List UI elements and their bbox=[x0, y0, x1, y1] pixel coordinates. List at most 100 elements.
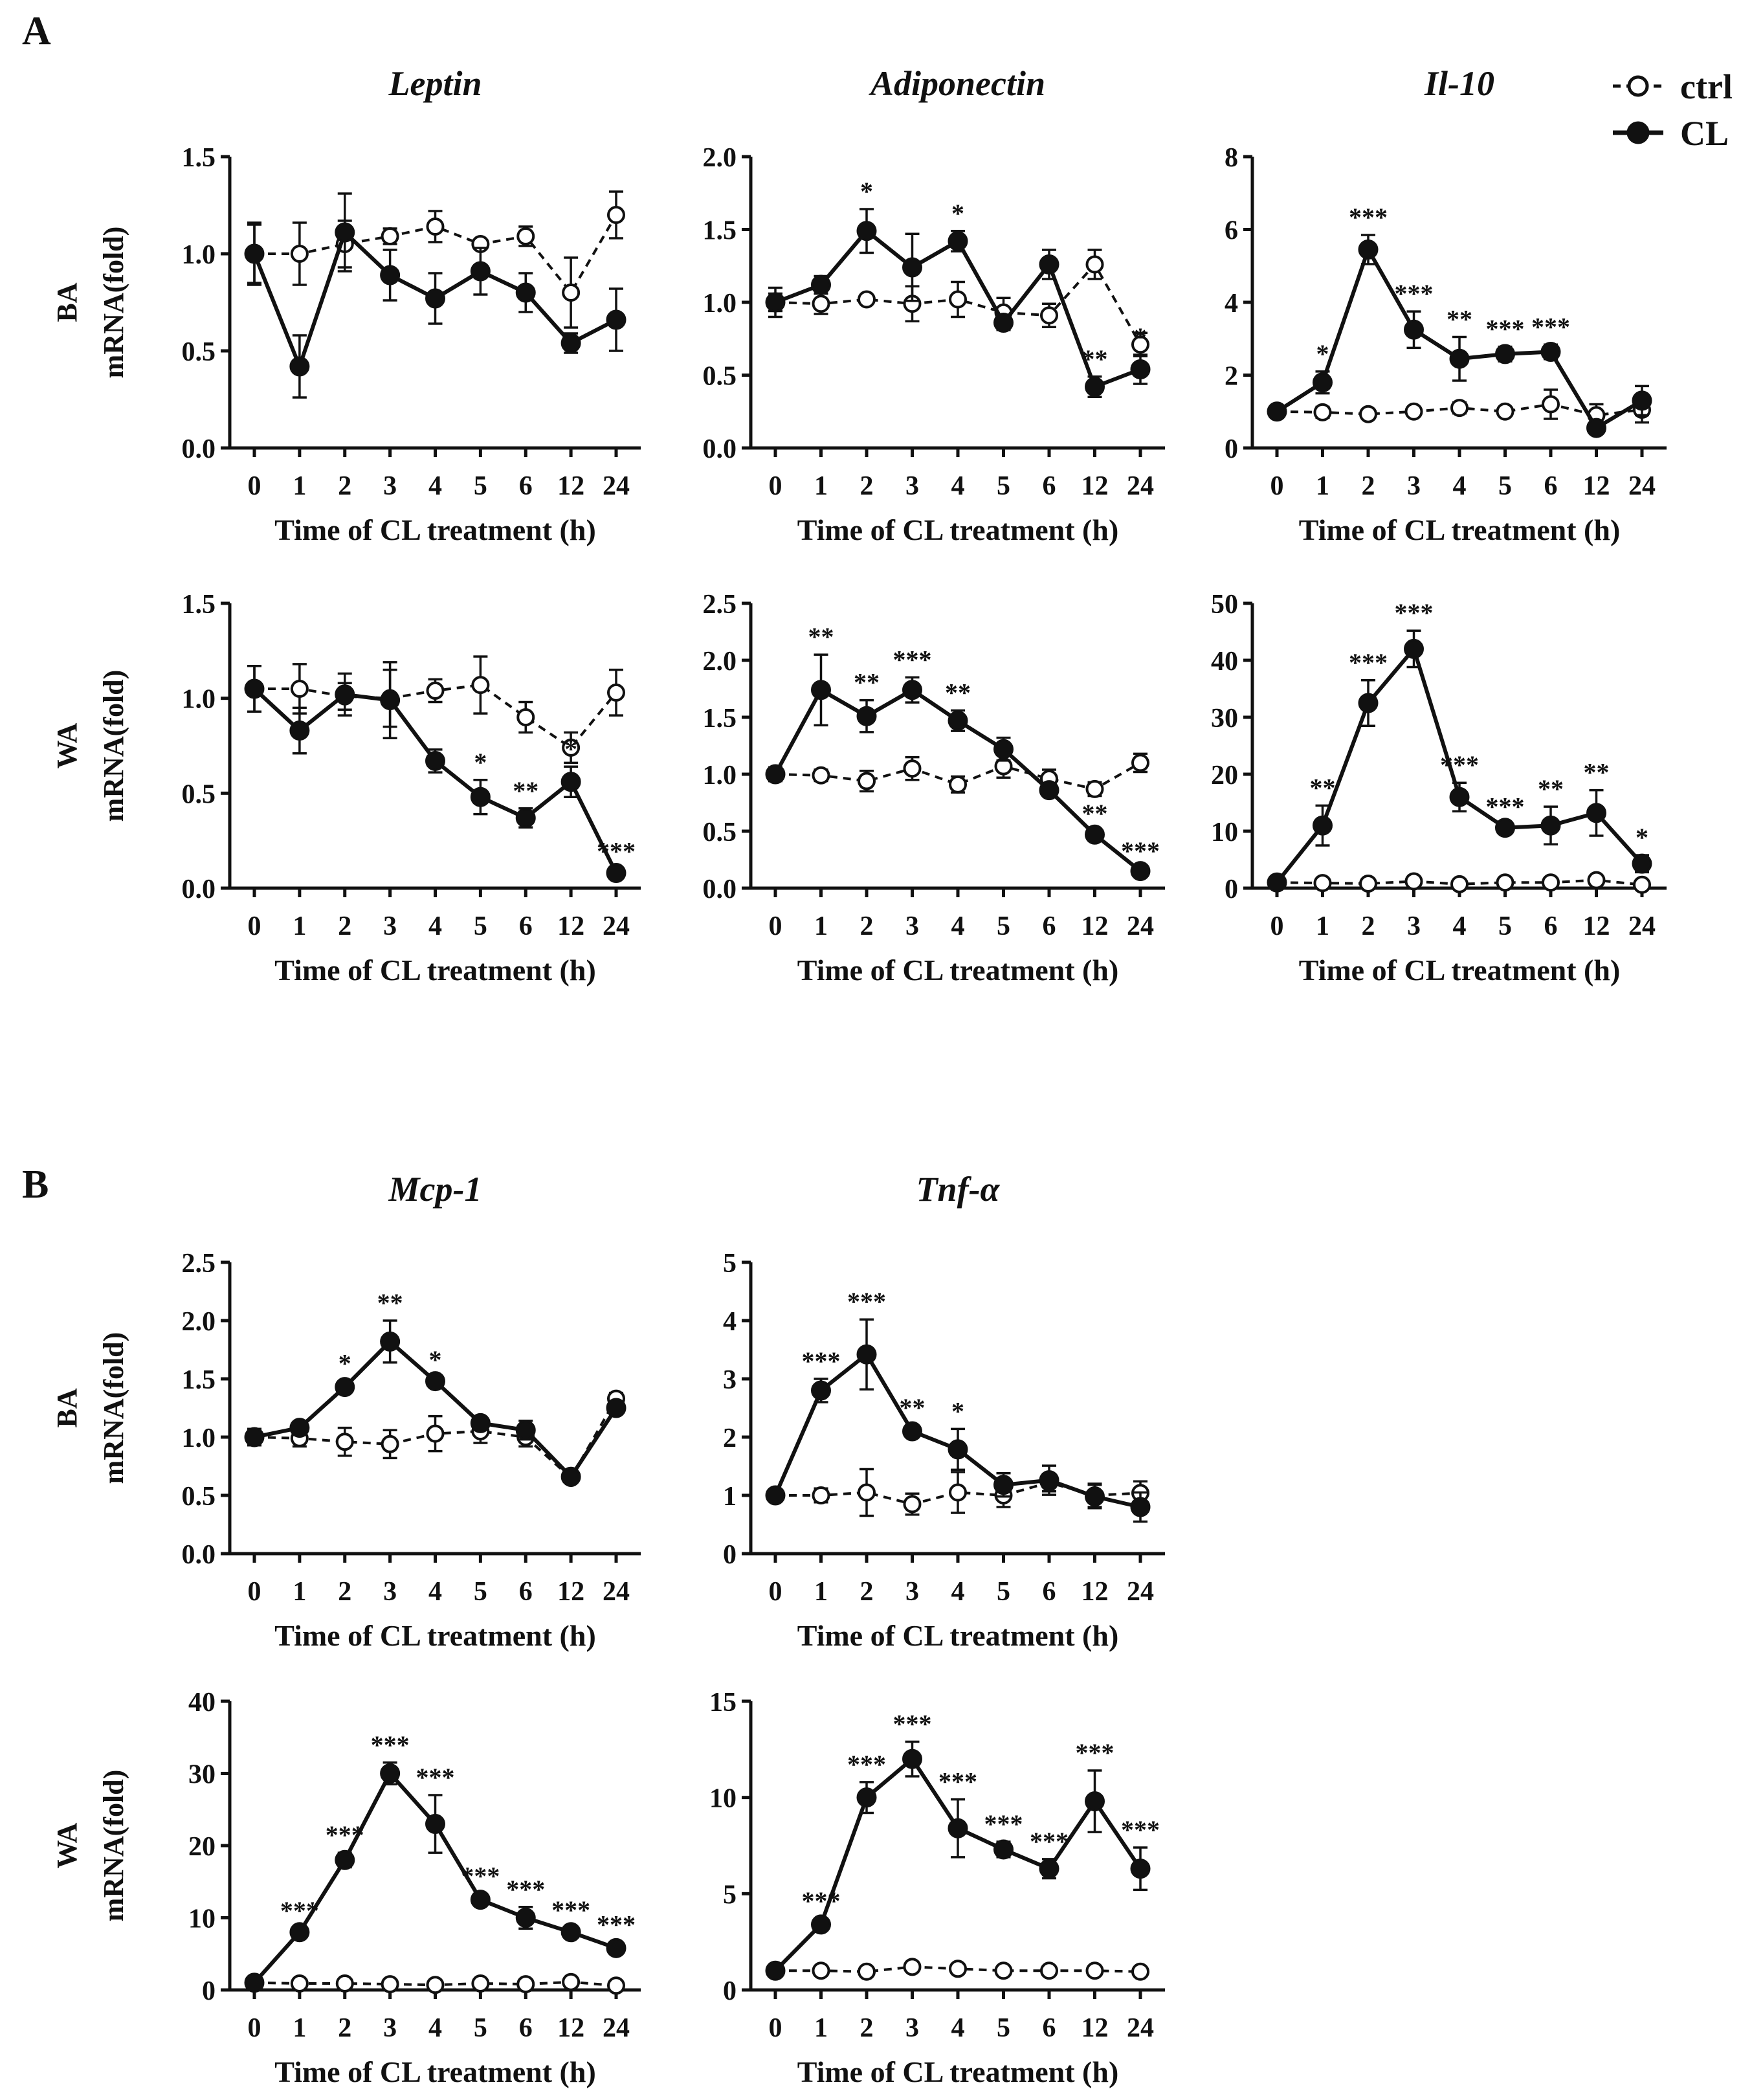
x-tick-label: 5 bbox=[474, 1577, 487, 1607]
x-axis-label: Time of CL treatment (h) bbox=[274, 1619, 596, 1652]
data-point bbox=[381, 1435, 399, 1453]
data-point bbox=[1040, 306, 1058, 325]
significance-marker: *** bbox=[1121, 836, 1160, 866]
data-point bbox=[380, 1763, 401, 1783]
data-point bbox=[244, 243, 265, 264]
x-tick-label: 12 bbox=[557, 471, 584, 501]
significance-marker: ** bbox=[513, 776, 538, 805]
data-point bbox=[515, 807, 536, 828]
significance-marker: *** bbox=[893, 645, 932, 674]
data-point bbox=[1450, 399, 1469, 418]
x-tick-label: 3 bbox=[1407, 911, 1421, 941]
data-point bbox=[1131, 1962, 1149, 1981]
significance-marker: * bbox=[1316, 339, 1329, 368]
legend-cl-marker bbox=[1626, 121, 1650, 144]
data-point bbox=[812, 1961, 830, 1980]
data-point bbox=[948, 1818, 968, 1838]
y-axis-label: mRNA(fold) bbox=[98, 1332, 129, 1484]
y-tick-label: 3 bbox=[723, 1365, 737, 1395]
data-point bbox=[1131, 754, 1149, 772]
data-point bbox=[993, 739, 1014, 759]
x-tick-label: 1 bbox=[293, 1577, 306, 1607]
x-tick-label: 2 bbox=[860, 2013, 874, 2043]
x-tick-label: 12 bbox=[557, 2013, 584, 2043]
data-point bbox=[335, 222, 355, 243]
series-ctrl bbox=[766, 249, 1149, 357]
chart-title: Adiponectin bbox=[869, 64, 1045, 103]
significance-marker: *** bbox=[847, 1750, 886, 1779]
x-axis-label: Time of CL treatment (h) bbox=[1299, 513, 1621, 546]
x-tick-label: 1 bbox=[293, 911, 306, 941]
x-tick-label: 12 bbox=[557, 911, 584, 941]
data-point bbox=[289, 1922, 310, 1943]
x-tick-label: 4 bbox=[428, 911, 442, 941]
data-point bbox=[606, 1398, 627, 1418]
significance-marker: *** bbox=[1486, 315, 1525, 344]
data-point bbox=[471, 1974, 490, 1993]
data-point bbox=[1130, 1859, 1151, 1879]
data-point bbox=[560, 1466, 581, 1487]
data-point bbox=[1495, 818, 1515, 838]
x-tick-label: 0 bbox=[1270, 911, 1284, 941]
data-point bbox=[470, 1413, 491, 1433]
y-tick-label: 0.5 bbox=[182, 779, 216, 809]
x-tick-label: 5 bbox=[997, 911, 1010, 941]
significance-marker: *** bbox=[597, 837, 636, 866]
y-tick-label: 1.5 bbox=[703, 216, 737, 246]
data-point bbox=[903, 1495, 922, 1514]
series-cl bbox=[765, 1318, 1151, 1523]
y-tick-label: 0.0 bbox=[703, 434, 737, 464]
y-tick-label: 0.0 bbox=[182, 875, 216, 904]
x-tick-label: 5 bbox=[1498, 471, 1512, 501]
series-ctrl bbox=[766, 1958, 1149, 1981]
x-tick-label: 0 bbox=[769, 1577, 782, 1607]
panel-label-a: A bbox=[22, 9, 51, 53]
x-tick-label: 4 bbox=[951, 1577, 965, 1607]
significance-marker: * bbox=[429, 1345, 442, 1374]
x-tick-label: 4 bbox=[1453, 471, 1467, 501]
x-tick-label: 6 bbox=[519, 2013, 533, 2043]
y-tick-label: 1.0 bbox=[703, 761, 737, 790]
y-tick-label: 10 bbox=[1211, 818, 1238, 847]
data-point bbox=[858, 1483, 876, 1502]
x-tick-label: 6 bbox=[519, 911, 533, 941]
data-point bbox=[426, 218, 445, 236]
x-tick-label: 3 bbox=[383, 911, 397, 941]
x-tick-label: 5 bbox=[474, 911, 487, 941]
x-tick-label: 0 bbox=[248, 911, 261, 941]
data-point bbox=[949, 1960, 967, 1978]
significance-marker: ** bbox=[945, 678, 971, 707]
significance-marker: *** bbox=[326, 1820, 364, 1849]
series-cl bbox=[244, 1761, 627, 1993]
data-point bbox=[858, 1962, 876, 1981]
y-tick-label: 40 bbox=[188, 1688, 216, 1717]
significance-marker: *** bbox=[416, 1763, 455, 1792]
chart-title: Tnf-α bbox=[916, 1170, 1001, 1209]
significance-marker: *** bbox=[1440, 750, 1479, 779]
y-tick-label: 2.0 bbox=[703, 647, 737, 676]
data-point bbox=[1130, 861, 1151, 882]
data-point bbox=[289, 1418, 310, 1438]
data-point bbox=[335, 684, 355, 705]
y-tick-label: 2.5 bbox=[703, 590, 737, 620]
data-point bbox=[516, 708, 535, 726]
x-tick-label: 12 bbox=[1583, 911, 1610, 941]
data-point bbox=[425, 288, 445, 309]
x-tick-label: 5 bbox=[474, 471, 487, 501]
significance-marker: * bbox=[564, 734, 577, 763]
series-cl bbox=[1267, 234, 1652, 438]
data-point bbox=[562, 284, 581, 302]
data-point bbox=[811, 274, 831, 295]
significance-marker: *** bbox=[1395, 598, 1434, 627]
x-axis-label: Time of CL treatment (h) bbox=[797, 2055, 1119, 2088]
significance-marker: ** bbox=[900, 1393, 926, 1422]
data-point bbox=[425, 1371, 445, 1392]
x-tick-label: 0 bbox=[769, 471, 782, 501]
data-point bbox=[470, 1890, 491, 1910]
data-point bbox=[607, 206, 625, 224]
data-point bbox=[290, 245, 309, 263]
significance-marker: *** bbox=[893, 1709, 932, 1738]
